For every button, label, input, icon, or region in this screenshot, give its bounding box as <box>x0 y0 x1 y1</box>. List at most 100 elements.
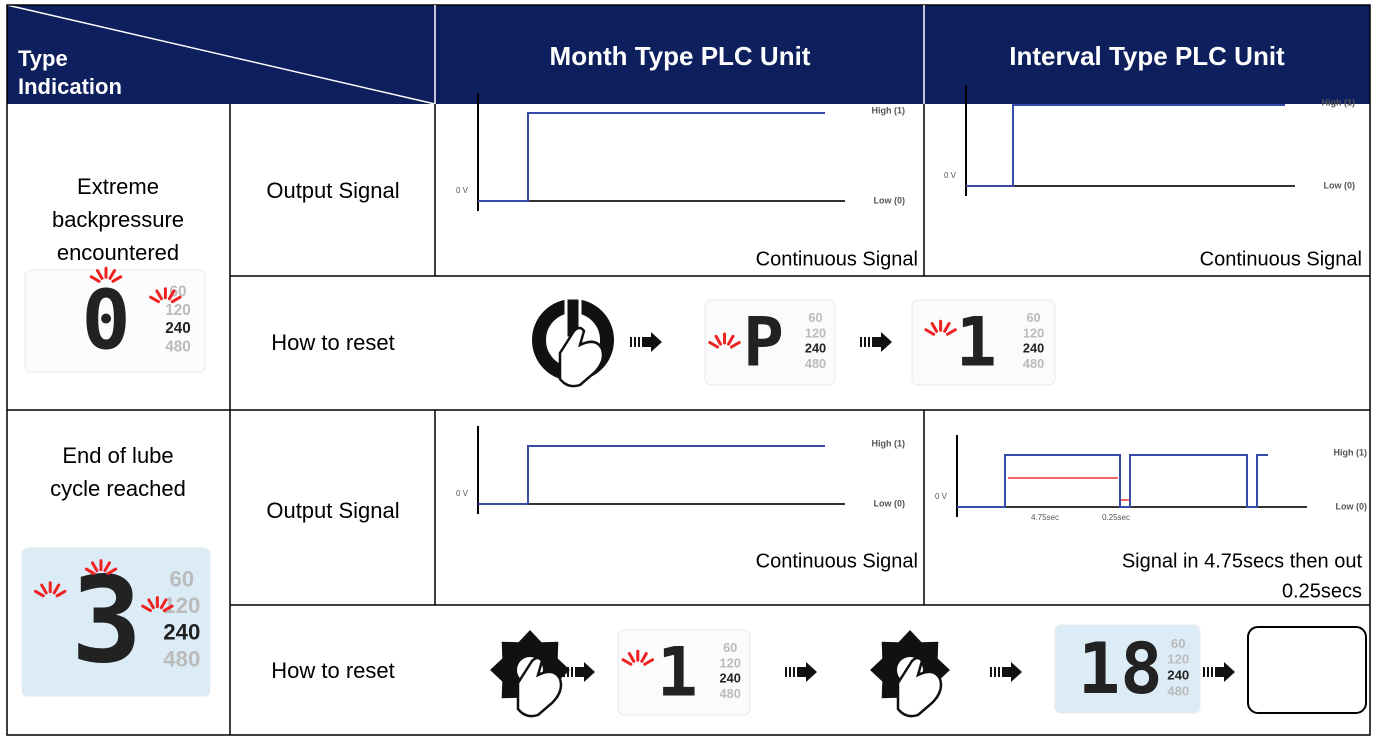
arrow <box>575 662 595 682</box>
label: 0 V <box>456 186 469 195</box>
arrow-tick <box>1207 667 1209 677</box>
arrow-tick <box>785 667 787 677</box>
flash <box>627 652 636 663</box>
flash <box>103 561 111 573</box>
label: High (1) <box>1322 97 1356 107</box>
hand <box>558 326 605 388</box>
label: cycle reached <box>50 476 186 501</box>
label: 240 <box>720 671 741 686</box>
arrow-tick <box>864 337 866 347</box>
label: backpressure <box>52 207 184 232</box>
flash <box>708 341 720 349</box>
flash <box>155 289 163 301</box>
signal <box>966 104 1285 187</box>
label: Low (0) <box>1324 180 1356 190</box>
flash <box>89 275 101 283</box>
signal <box>478 112 825 202</box>
label: 240 <box>1167 668 1189 683</box>
arrow <box>872 332 892 352</box>
label: High (1) <box>1334 447 1368 457</box>
flash <box>729 341 741 349</box>
label: 60 <box>169 566 194 591</box>
label: Continuous Signal <box>756 550 918 572</box>
label: How to reset <box>271 330 395 355</box>
lcd-display <box>1054 624 1201 714</box>
flash <box>33 589 45 598</box>
lcd-display <box>21 547 211 697</box>
label: 3 <box>71 552 142 690</box>
label: 4.75sec <box>1031 513 1059 522</box>
lcd-display <box>704 299 836 386</box>
arrow <box>1215 662 1235 682</box>
label: 120 <box>1023 325 1044 340</box>
flash <box>108 269 116 280</box>
label: Low (0) <box>874 498 906 508</box>
flash <box>643 658 655 666</box>
arrow <box>642 332 662 352</box>
label: 480 <box>163 646 200 671</box>
label: 0 V <box>456 489 469 498</box>
label: Low (0) <box>874 195 906 205</box>
label: 240 <box>805 341 826 356</box>
label: 480 <box>1023 356 1044 371</box>
arrow-tick <box>634 337 636 347</box>
flash <box>84 567 96 576</box>
label: 60 <box>1171 636 1186 651</box>
label: 480 <box>720 686 741 701</box>
blank-display <box>1247 626 1367 714</box>
flash <box>640 652 648 663</box>
label: 18 <box>1078 628 1163 710</box>
arrow-tick <box>571 667 573 677</box>
label: 120 <box>165 302 191 319</box>
label: P <box>743 303 784 382</box>
label: Output Signal <box>266 178 399 203</box>
label: 120 <box>720 655 741 670</box>
signal <box>957 454 1268 508</box>
label: 0.25secs <box>1282 580 1362 602</box>
label: 0.25sec <box>1102 513 1130 522</box>
flash <box>946 328 957 336</box>
header-diagonal <box>6 4 436 105</box>
arrow-tick <box>860 337 862 347</box>
label: encountered <box>57 240 179 265</box>
flash <box>930 322 939 333</box>
arrow-tick <box>1203 667 1205 677</box>
column-title: Month Type PLC Unit <box>550 41 811 71</box>
table-grid <box>6 4 1371 736</box>
flash <box>149 295 160 304</box>
label: 0 V <box>944 171 957 180</box>
label: Continuous Signal <box>756 248 918 270</box>
flash <box>727 334 735 346</box>
arrow-tick <box>630 337 632 347</box>
label: 60 <box>723 640 737 655</box>
arrow-tick <box>868 337 870 347</box>
label: 480 <box>165 339 191 356</box>
flash <box>170 295 182 304</box>
arrow-tick <box>998 667 1000 677</box>
header-band <box>7 5 1370 104</box>
label: 120 <box>1167 652 1189 667</box>
signal <box>478 445 825 505</box>
column-title: Interval Type PLC Unit <box>1009 41 1285 71</box>
lcd-display <box>617 629 751 716</box>
flash <box>90 561 99 573</box>
arrow-tick <box>1211 667 1213 677</box>
flash <box>106 567 118 576</box>
flash <box>159 598 168 610</box>
label: 0 <box>81 274 130 369</box>
label: 60 <box>1026 310 1040 325</box>
lcd-display <box>911 299 1056 386</box>
hand <box>896 656 943 718</box>
flash <box>96 269 104 280</box>
label: 240 <box>165 320 191 337</box>
arrow-tick <box>793 667 795 677</box>
label: 1 <box>956 303 997 382</box>
flash <box>52 583 61 595</box>
type-label: Type <box>18 46 68 71</box>
arrow-tick <box>567 667 569 677</box>
flash <box>111 275 123 283</box>
label: 60 <box>169 283 186 300</box>
label: 1 <box>657 633 698 712</box>
arrow <box>797 662 817 682</box>
